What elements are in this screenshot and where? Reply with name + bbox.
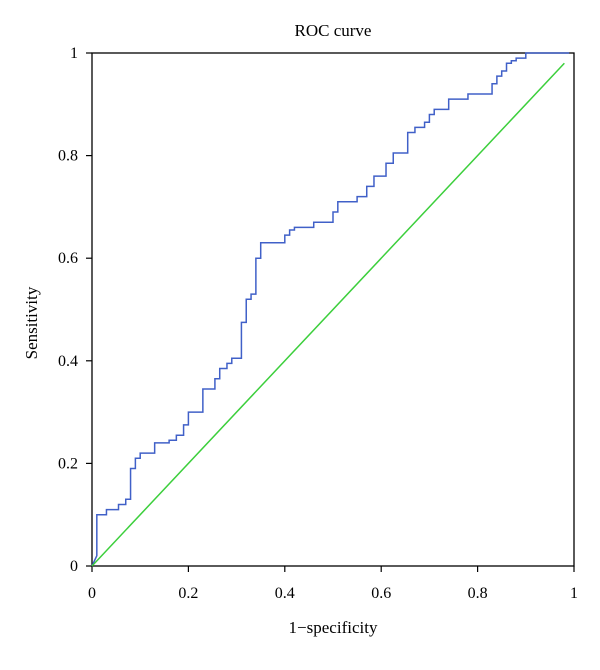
x-tick-label: 0.6 — [371, 585, 391, 602]
roc-curve-line — [91, 52, 570, 567]
plot-frame — [91, 52, 575, 567]
x-tick-label: 1 — [570, 585, 578, 602]
y-tick-label: 0 — [70, 558, 78, 575]
x-tick-label: 0.2 — [178, 585, 198, 602]
x-tick-label: 0 — [88, 585, 96, 602]
chart-title: ROC curve — [295, 21, 372, 40]
x-tick-label: 0.8 — [468, 585, 488, 602]
y-tick-label: 1 — [70, 45, 78, 62]
x-tick-label: 0.4 — [275, 585, 295, 602]
y-axis-title: Sensitivity — [22, 286, 41, 359]
reference-diagonal-line — [91, 62, 565, 567]
y-tick-label: 0.4 — [58, 353, 78, 370]
axis-ticks: 0 0.2 0.4 0.6 0.8 1 0 0.2 0.4 0.6 0.8 1 — [58, 45, 578, 602]
y-tick-label: 0.2 — [58, 455, 78, 472]
y-tick-label: 0.6 — [58, 250, 78, 267]
x-axis-title: 1−specificity — [289, 618, 378, 637]
series-layer — [91, 52, 570, 567]
y-tick-label: 0.8 — [58, 148, 78, 165]
